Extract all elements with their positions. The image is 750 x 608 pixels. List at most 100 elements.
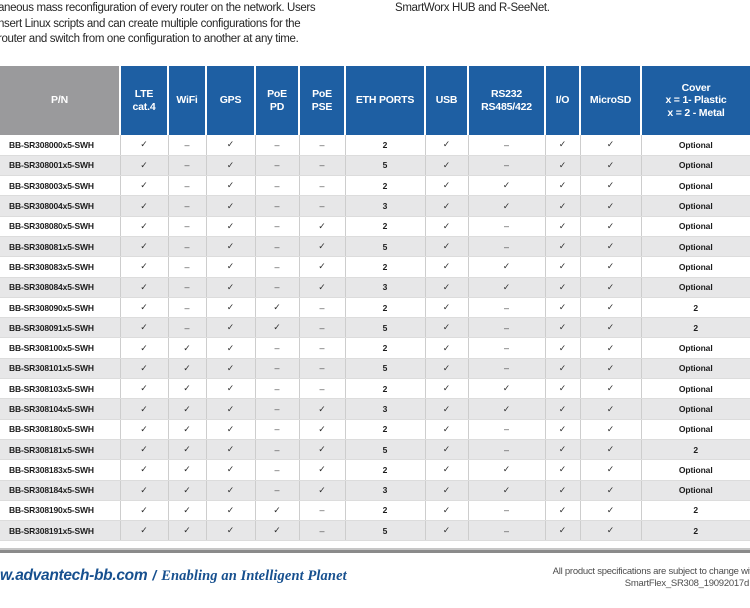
cell-cover: Optional: [641, 277, 750, 298]
cell-eth-ports: 2: [345, 135, 426, 156]
cell-wifi: –: [168, 277, 207, 298]
check-icon: ✓: [442, 241, 451, 252]
check-icon: ✓: [318, 241, 326, 252]
cell-value: 2: [382, 464, 388, 475]
dash-icon: –: [274, 261, 280, 272]
cell-poe-pse: –: [299, 175, 346, 197]
dash-icon: –: [274, 343, 280, 354]
check-icon: ✓: [442, 159, 451, 170]
check-icon: ✓: [273, 302, 281, 313]
cell-microsd: ✓: [580, 439, 642, 461]
check-icon: ✓: [442, 444, 451, 455]
check-icon: ✓: [226, 322, 235, 333]
cell-cover: Optional: [641, 155, 750, 177]
cell-eth-ports: 2: [345, 216, 426, 237]
cell-wifi: ✓: [168, 459, 207, 481]
table-row: BB-SR308191x5-SWH ✓ ✓ ✓ ✓ – 5 ✓ – ✓ ✓ 2: [0, 520, 750, 542]
cell-poe-pd: –: [255, 378, 300, 400]
check-icon: ✓: [140, 504, 148, 515]
cell-poe-pse: ✓: [299, 398, 346, 420]
table-row: BB-SR308190x5-SWH ✓ ✓ ✓ ✓ – 2 ✓ – ✓ ✓ 2: [0, 500, 750, 522]
column-header-line: PoE: [312, 88, 332, 100]
cell-eth-ports: 5: [345, 155, 426, 177]
cell-value: 5: [382, 160, 388, 171]
table-row: BB-SR308081x5-SWH ✓ – ✓ – ✓ 5 ✓ – ✓ ✓ Optional: [0, 236, 750, 258]
cell-cover: Optional: [641, 256, 750, 278]
cell-lte-cat4: ✓: [120, 337, 169, 359]
table-row: BB-SR308080x5-SWH ✓ – ✓ – ✓ 2 ✓ – ✓ ✓ Optional: [0, 216, 750, 237]
cell-poe-pse: –: [299, 155, 346, 177]
cell-value: Optional: [678, 404, 713, 414]
check-icon: ✓: [183, 444, 191, 455]
cell-poe-pd: –: [255, 277, 300, 298]
dash-icon: –: [274, 139, 280, 150]
cell-value: Optional: [678, 160, 713, 171]
check-icon: ✓: [140, 484, 148, 495]
dash-icon: –: [274, 201, 280, 212]
cell-microsd: ✓: [580, 358, 642, 380]
check-icon: ✓: [140, 139, 148, 150]
cell-rs232-rs485-422: –: [468, 439, 546, 461]
check-icon: ✓: [183, 525, 191, 536]
table-body: BB-SR308000x5-SWH ✓ – ✓ – –2 ✓ – ✓ ✓ Optional BB-SR…: [0, 135, 750, 542]
cell-wifi: –: [168, 175, 207, 197]
cell-value: Optional: [678, 464, 713, 475]
cell-rs232-rs485-422: –: [468, 419, 546, 440]
check-icon: ✓: [606, 220, 615, 231]
cell-lte-cat4: ✓: [120, 195, 169, 217]
cell-lte-cat4: ✓: [120, 520, 169, 542]
dash-icon: –: [504, 444, 509, 455]
cell-gps: ✓: [206, 500, 256, 522]
dash-icon: –: [184, 180, 190, 191]
check-icon: ✓: [442, 525, 451, 536]
cell-value: 2: [693, 525, 699, 536]
check-icon: ✓: [558, 342, 567, 353]
dash-icon: –: [319, 343, 325, 354]
check-icon: ✓: [442, 281, 451, 292]
check-icon: ✓: [140, 261, 148, 272]
cell-value: 2: [382, 221, 388, 232]
website-link[interactable]: w.advantech-bb.com: [0, 567, 148, 584]
table-row: BB-SR308180x5-SWH ✓ ✓ ✓ – ✓ 2 ✓ – ✓ ✓ Optional: [0, 419, 750, 440]
check-icon: ✓: [606, 423, 615, 434]
cell-value: Optional: [678, 282, 713, 293]
cell-usb: ✓: [425, 195, 469, 217]
cell-wifi: –: [168, 195, 207, 217]
cell-wifi: ✓: [168, 337, 207, 359]
table-row: BB-SR308004x5-SWH ✓ – ✓ – – 3 ✓ ✓ ✓ ✓ Optional: [0, 195, 750, 217]
cell-poe-pd: –: [255, 236, 300, 258]
part-number-cell: BB-SR308181x5-SWH: [0, 439, 121, 461]
cell-microsd: ✓: [580, 480, 642, 501]
cell-io: ✓: [545, 256, 581, 278]
check-icon: ✓: [226, 362, 235, 373]
dash-icon: –: [274, 180, 280, 191]
table-row: BB-SR308090x5-SWH ✓ – ✓ ✓ – 2 ✓ – ✓ ✓ 2: [0, 297, 750, 319]
check-icon: ✓: [183, 423, 191, 434]
cell-wifi: –: [168, 216, 207, 237]
check-icon: ✓: [226, 281, 235, 292]
part-number-cell: BB-SR308180x5-SWH: [0, 419, 121, 440]
check-icon: ✓: [558, 302, 567, 313]
cell-microsd: ✓: [580, 459, 642, 481]
table-row: BB-SR308101x5-SWH ✓ ✓ ✓ – – 5 ✓ – ✓ ✓ Optional: [0, 358, 750, 380]
check-icon: ✓: [558, 241, 567, 252]
cell-usb: ✓: [425, 236, 469, 258]
cell-io: ✓: [545, 297, 581, 319]
cell-rs232-rs485-422: ✓: [468, 195, 546, 217]
check-icon: ✓: [140, 342, 148, 353]
cell-wifi: ✓: [168, 358, 207, 380]
check-icon: ✓: [273, 504, 281, 515]
cell-microsd: ✓: [580, 317, 642, 339]
cell-poe-pd: ✓: [255, 317, 300, 339]
dash-icon: –: [504, 302, 509, 313]
cell-usb: ✓: [425, 358, 469, 380]
cell-gps: ✓: [206, 155, 256, 177]
cell-gps: ✓: [206, 398, 256, 420]
cell-lte-cat4: ✓: [120, 297, 169, 319]
footer-disclaimer: All product specifications are subject t…: [552, 566, 750, 577]
check-icon: ✓: [558, 220, 567, 231]
cell-microsd: ✓: [580, 155, 642, 177]
column-header-io: I/O: [545, 66, 581, 135]
cell-lte-cat4: ✓: [120, 236, 169, 258]
cell-microsd: ✓: [580, 520, 642, 542]
